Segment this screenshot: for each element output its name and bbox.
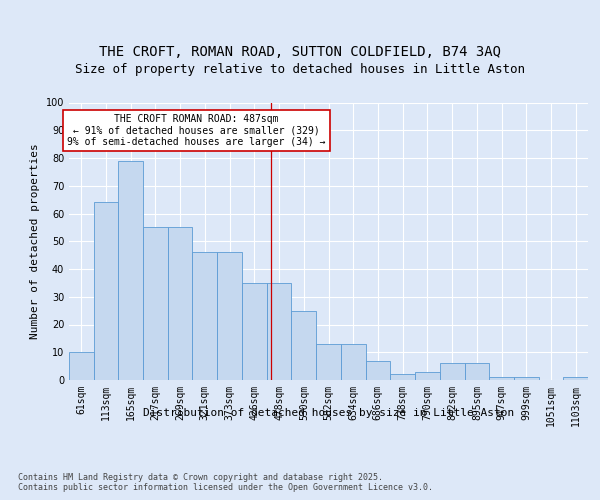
Bar bbox=[69, 352, 94, 380]
Bar bbox=[292, 310, 316, 380]
Bar bbox=[563, 377, 588, 380]
Bar bbox=[490, 377, 514, 380]
Bar bbox=[167, 228, 193, 380]
Text: Contains HM Land Registry data © Crown copyright and database right 2025.
Contai: Contains HM Land Registry data © Crown c… bbox=[18, 472, 433, 492]
Bar bbox=[341, 344, 365, 380]
Bar bbox=[217, 252, 242, 380]
Bar bbox=[514, 377, 539, 380]
Bar bbox=[464, 364, 490, 380]
Bar bbox=[316, 344, 341, 380]
Text: THE CROFT ROMAN ROAD: 487sqm
← 91% of detached houses are smaller (329)
9% of se: THE CROFT ROMAN ROAD: 487sqm ← 91% of de… bbox=[67, 114, 326, 147]
Bar bbox=[365, 360, 390, 380]
Bar bbox=[390, 374, 415, 380]
Y-axis label: Number of detached properties: Number of detached properties bbox=[30, 144, 40, 339]
Text: Distribution of detached houses by size in Little Aston: Distribution of detached houses by size … bbox=[143, 408, 514, 418]
Bar bbox=[193, 252, 217, 380]
Text: Size of property relative to detached houses in Little Aston: Size of property relative to detached ho… bbox=[75, 62, 525, 76]
Bar bbox=[94, 202, 118, 380]
Bar bbox=[143, 228, 167, 380]
Text: THE CROFT, ROMAN ROAD, SUTTON COLDFIELD, B74 3AQ: THE CROFT, ROMAN ROAD, SUTTON COLDFIELD,… bbox=[99, 46, 501, 60]
Bar bbox=[267, 283, 292, 380]
Bar bbox=[118, 161, 143, 380]
Bar bbox=[415, 372, 440, 380]
Bar bbox=[440, 364, 464, 380]
Bar bbox=[242, 283, 267, 380]
